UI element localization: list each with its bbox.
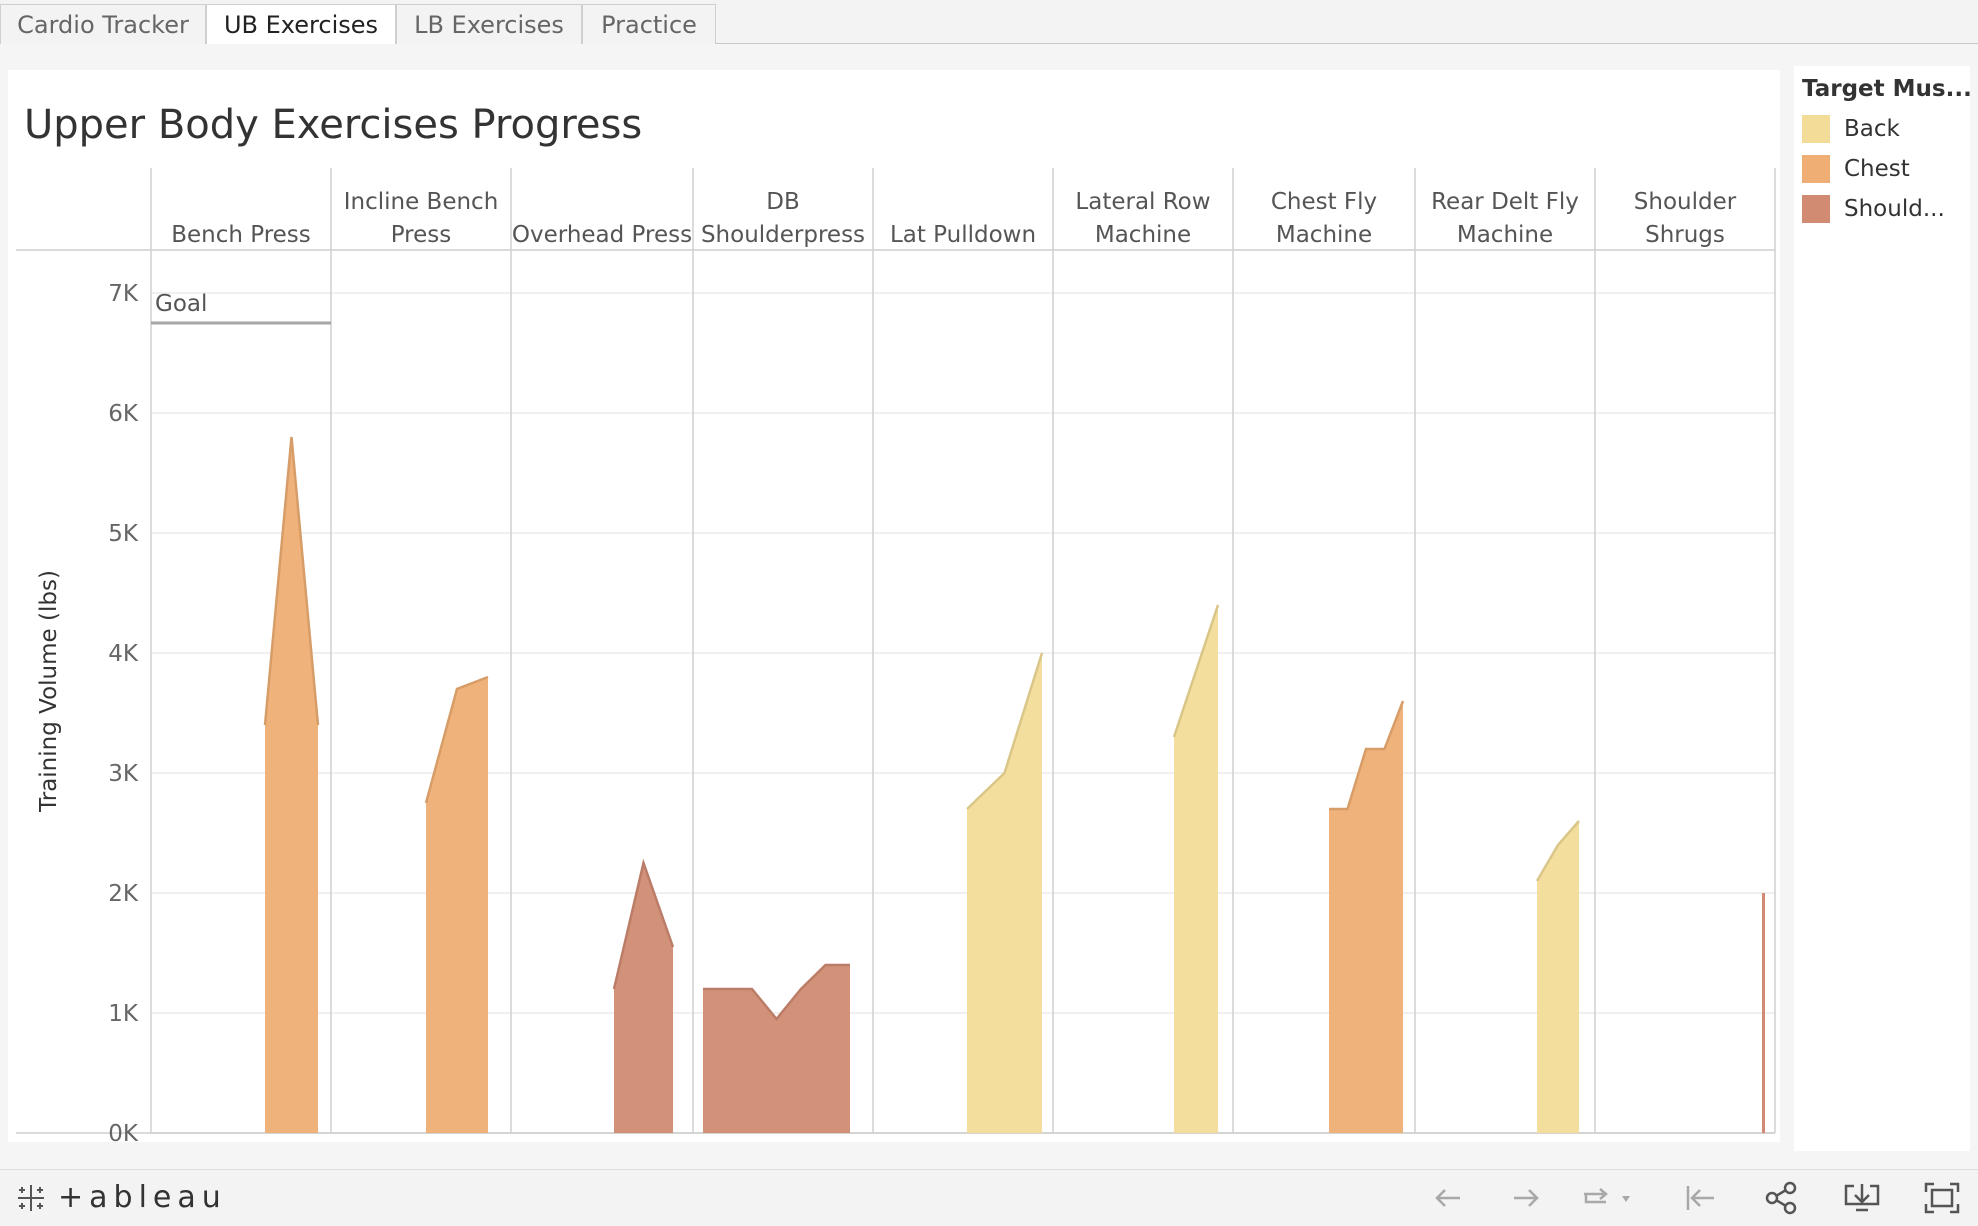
sheet-tab-bar: Cardio Tracker UB Exercises LB Exercises…	[0, 0, 1978, 45]
panel-header-label: Incline Bench	[344, 189, 499, 215]
legend-title: Target Mus...	[1802, 76, 1972, 102]
toolbar-footer: +ableau	[0, 1169, 1978, 1226]
undo-icon[interactable]	[1428, 1180, 1468, 1216]
panel-header-label: Lateral Row	[1075, 189, 1210, 215]
area-shoulders	[614, 863, 673, 1133]
tab-lb-exercises[interactable]: LB Exercises	[396, 4, 582, 44]
revert-all-icon[interactable]	[1680, 1180, 1720, 1216]
legend-swatch-back	[1802, 115, 1830, 143]
panel-header-label: Machine	[1457, 222, 1553, 248]
panel-header-label: Overhead Press	[512, 222, 692, 248]
area-chest	[426, 677, 488, 1133]
area-shoulders	[703, 965, 850, 1133]
tab-practice[interactable]: Practice	[582, 4, 716, 44]
y-tick-label: 0K	[108, 1121, 139, 1147]
legend-item-shoulders[interactable]: Should...	[1802, 192, 1945, 226]
legend-label-back: Back	[1844, 116, 1900, 142]
area-chest	[1329, 701, 1403, 1133]
area-outline	[1329, 700, 1405, 811]
legend-item-chest[interactable]: Chest	[1802, 152, 1910, 186]
y-tick-label: 3K	[108, 761, 139, 787]
y-tick-label: 2K	[108, 881, 139, 907]
legend: Target Mus... Back Chest Should...	[1794, 66, 1972, 1151]
panel-header-label: Machine	[1276, 222, 1372, 248]
legend-item-back[interactable]: Back	[1802, 112, 1900, 146]
area-chest	[265, 437, 318, 1133]
chart-title: Upper Body Exercises Progress	[24, 102, 643, 148]
area-outline	[612, 858, 675, 990]
tableau-plus-icon	[18, 1184, 44, 1211]
panel-header-label: Rear Delt Fly	[1431, 189, 1579, 215]
y-tick-label: 6K	[108, 401, 139, 427]
panel-header-label: Lat Pulldown	[890, 222, 1036, 248]
area-back	[1174, 605, 1218, 1133]
revert-icon[interactable]	[1578, 1180, 1638, 1216]
tableau-wordmark: +ableau	[58, 1180, 227, 1215]
tab-ub-exercises[interactable]: UB Exercises	[206, 4, 396, 45]
area-shoulders	[1762, 893, 1765, 1133]
area-outline	[424, 675, 489, 804]
panel-header-label: Machine	[1095, 222, 1191, 248]
y-tick-label: 1K	[108, 1001, 139, 1027]
legend-label-shoulders: Should...	[1844, 196, 1945, 222]
area-outline	[966, 652, 1044, 810]
y-tick-label: 7K	[108, 281, 139, 307]
y-axis-title: Training Volume (lbs)	[36, 570, 62, 813]
area-chart[interactable]: 0K 1K 2K 3K 4K 5K 6K 7K Training Volume (lbs) Ben…	[0, 0, 1978, 1169]
tableau-logo[interactable]: +ableau	[14, 1180, 227, 1215]
area-outline	[1535, 820, 1580, 882]
area-outline	[263, 436, 320, 726]
panel-header-label: Bench Press	[171, 222, 311, 248]
area-back	[967, 653, 1042, 1133]
tab-cardio-tracker[interactable]: Cardio Tracker	[0, 4, 206, 44]
area-outline	[1172, 604, 1220, 738]
y-tick-label: 4K	[108, 641, 139, 667]
panel-header-label: Chest Fly	[1271, 189, 1377, 215]
fullscreen-icon[interactable]	[1922, 1180, 1962, 1216]
legend-swatch-shoulders	[1802, 195, 1830, 223]
legend-swatch-chest	[1802, 155, 1830, 183]
share-icon[interactable]	[1762, 1180, 1802, 1216]
panel-header-label: Shoulder	[1634, 189, 1737, 215]
panel-header-label: DB	[766, 189, 800, 215]
area-outline	[703, 963, 850, 1021]
panel-header-label: Shrugs	[1645, 222, 1725, 248]
area-back	[1537, 821, 1579, 1133]
download-icon[interactable]	[1842, 1180, 1882, 1216]
y-tick-label: 5K	[108, 521, 139, 547]
legend-label-chest: Chest	[1844, 156, 1910, 182]
redo-icon[interactable]	[1506, 1180, 1546, 1216]
panel-header-label: Shoulderpress	[701, 222, 865, 248]
goal-reference-label: Goal	[155, 291, 207, 317]
panel-header-label: Press	[391, 222, 452, 248]
